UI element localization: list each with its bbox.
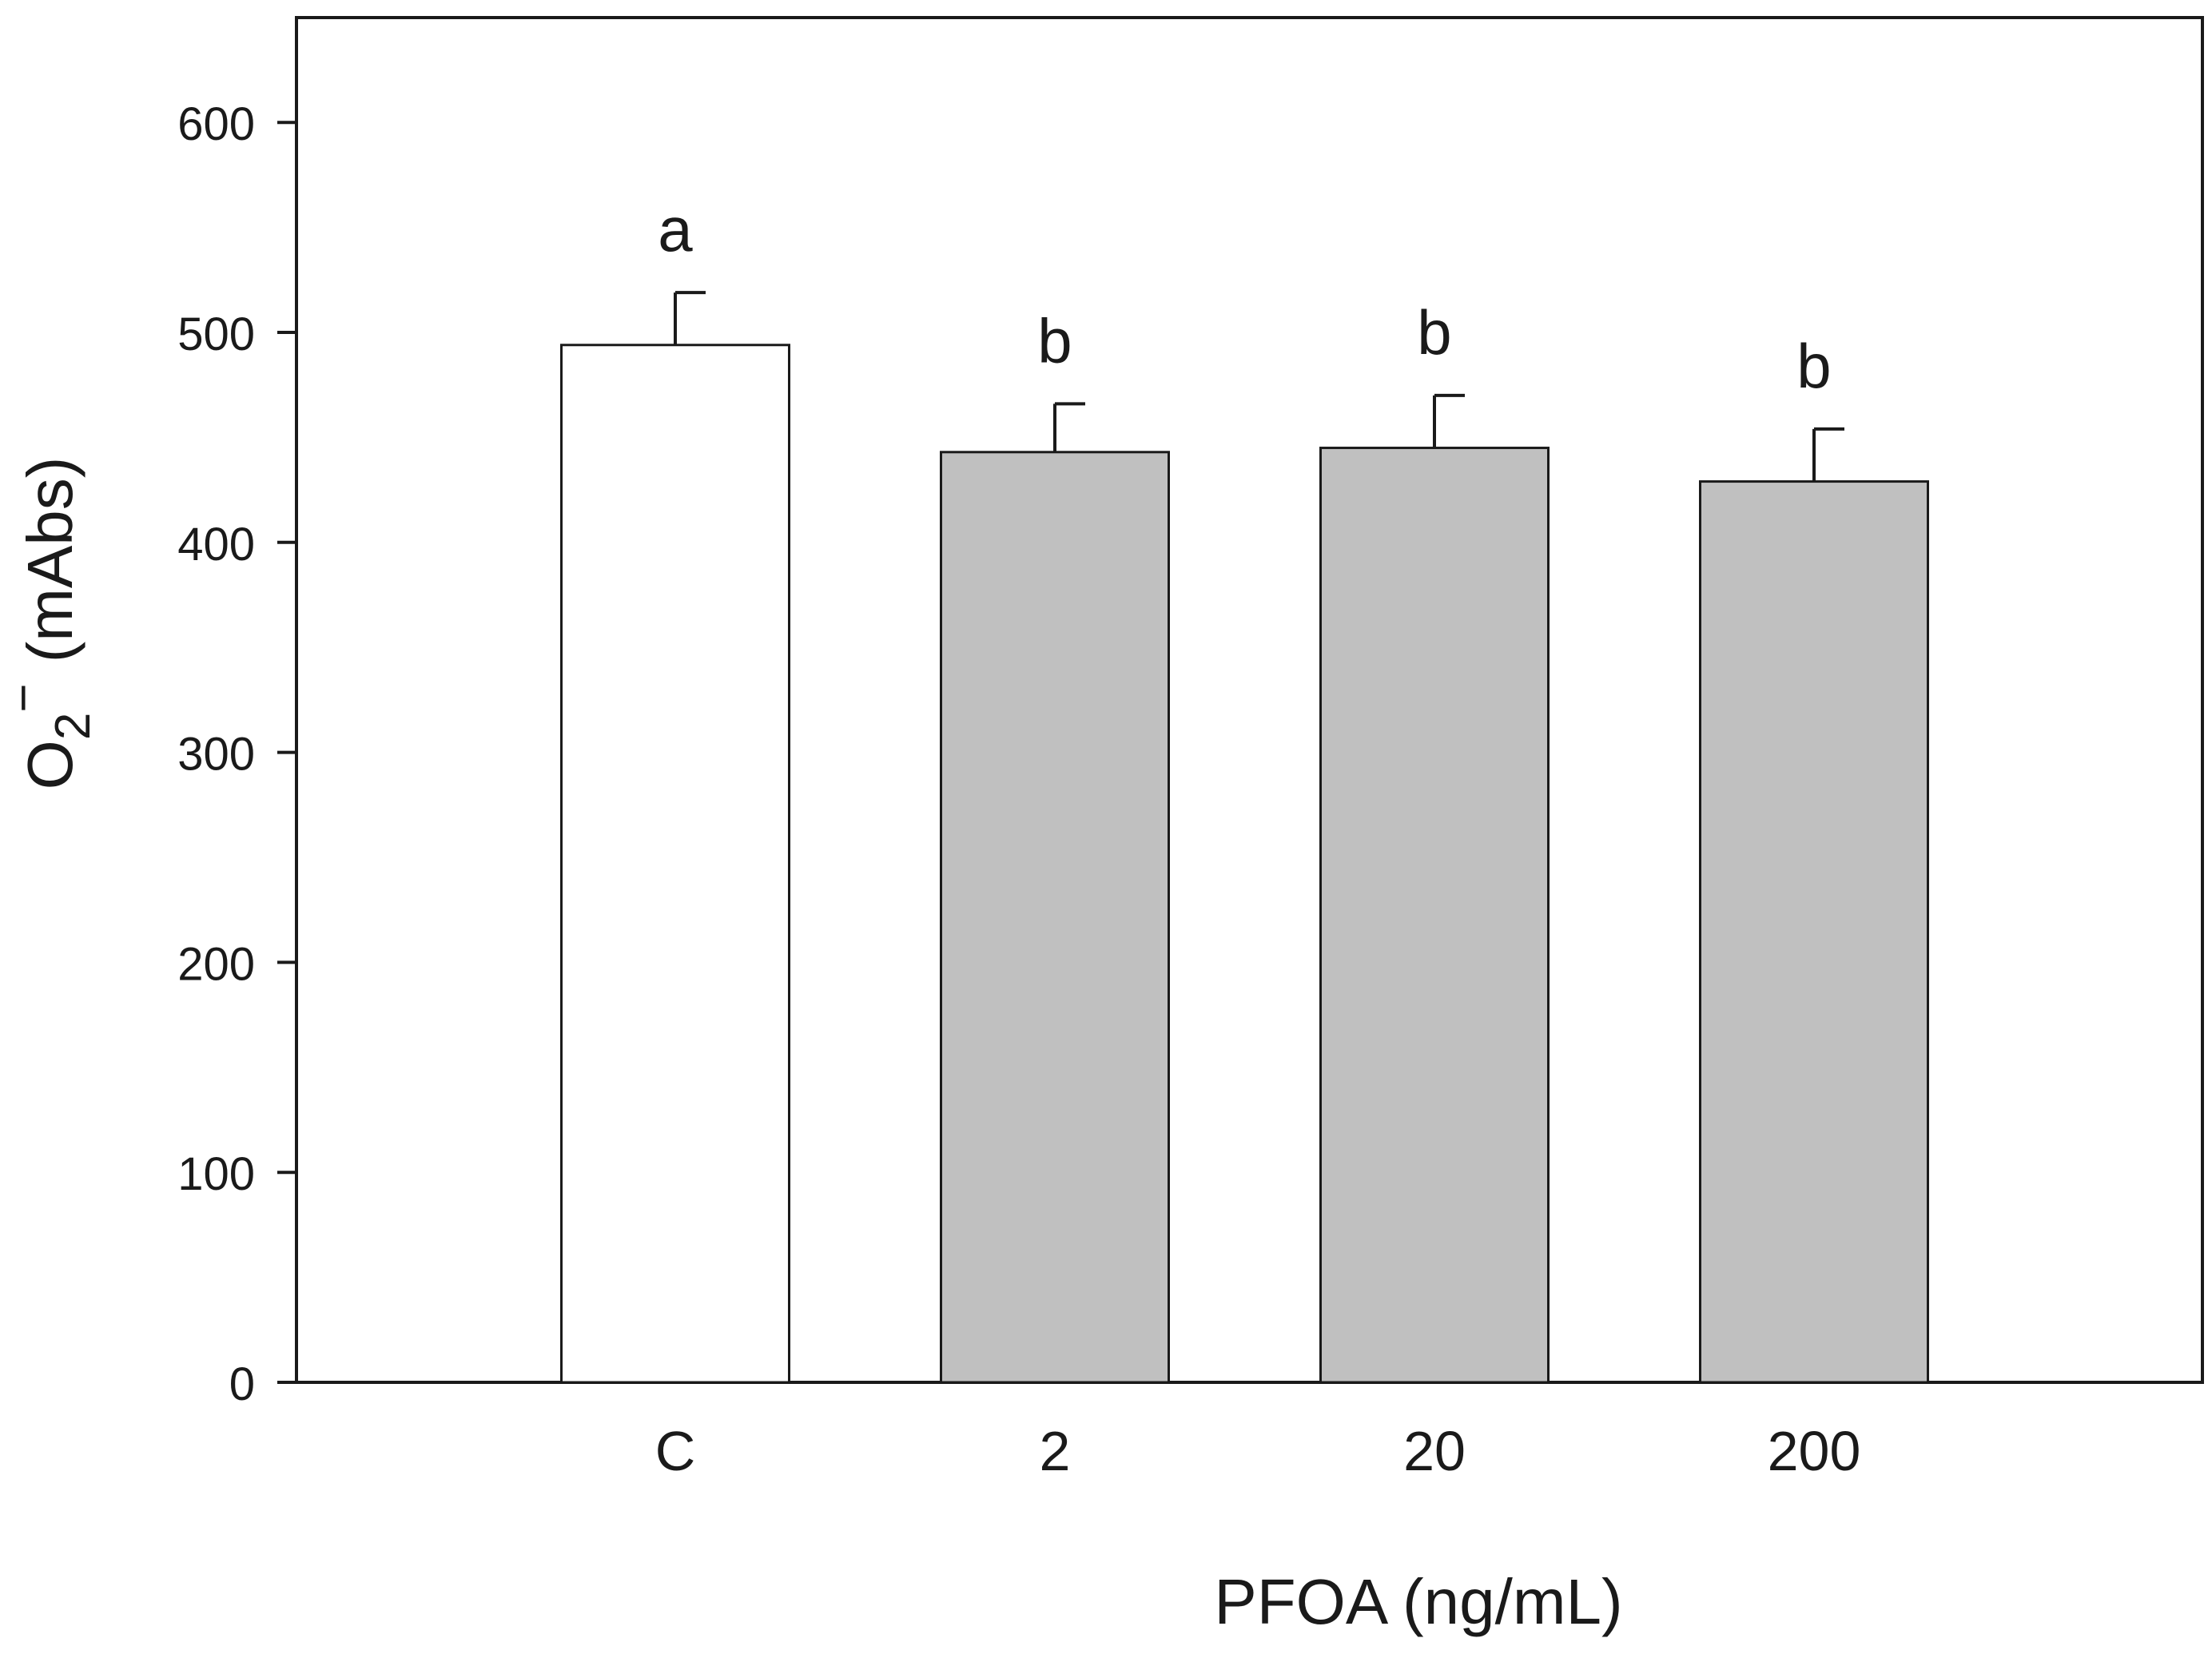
x-axis: C 2 20 200 [655, 1420, 1861, 1482]
svg-text:O2−(mAbs): O2− (mAbs) [0, 457, 101, 790]
x-axis-title: PFOA (ng/mL) [1214, 1566, 1622, 1637]
bar-20 [1319, 447, 1550, 1384]
x-tick-label: 2 [1040, 1420, 1071, 1482]
y-axis-title-main: O [14, 740, 86, 789]
bar-2 [940, 451, 1170, 1384]
bar-200 [1699, 480, 1929, 1384]
y-tick-label: 300 [177, 729, 255, 781]
x-tick-label: 20 [1403, 1420, 1466, 1482]
y-axis-title-superscript: − [0, 683, 51, 712]
x-tick-label: 200 [1768, 1420, 1861, 1482]
bars-group: a b b b [560, 194, 1929, 1384]
y-tick-label: 100 [177, 1148, 255, 1200]
y-tick-label: 500 [177, 308, 255, 360]
significance-label: b [1417, 297, 1451, 368]
x-tick-label: C [655, 1420, 696, 1482]
significance-label: a [658, 194, 693, 264]
plot-frame [295, 16, 2204, 1384]
y-axis: 0 100 200 300 400 500 600 [177, 98, 296, 1410]
significance-label: b [1037, 305, 1072, 376]
significance-label: b [1796, 331, 1831, 401]
y-tick-label: 0 [229, 1358, 255, 1410]
y-tick-label: 400 [177, 519, 255, 571]
y-tick-label: 600 [177, 98, 255, 150]
bar-C [560, 344, 790, 1384]
y-axis-title-unit: (mAbs) [14, 457, 86, 663]
y-axis-title: O2− (mAbs) [0, 457, 101, 790]
y-tick-label: 200 [177, 938, 255, 990]
y-axis-title-subscript: 2 [46, 713, 101, 740]
